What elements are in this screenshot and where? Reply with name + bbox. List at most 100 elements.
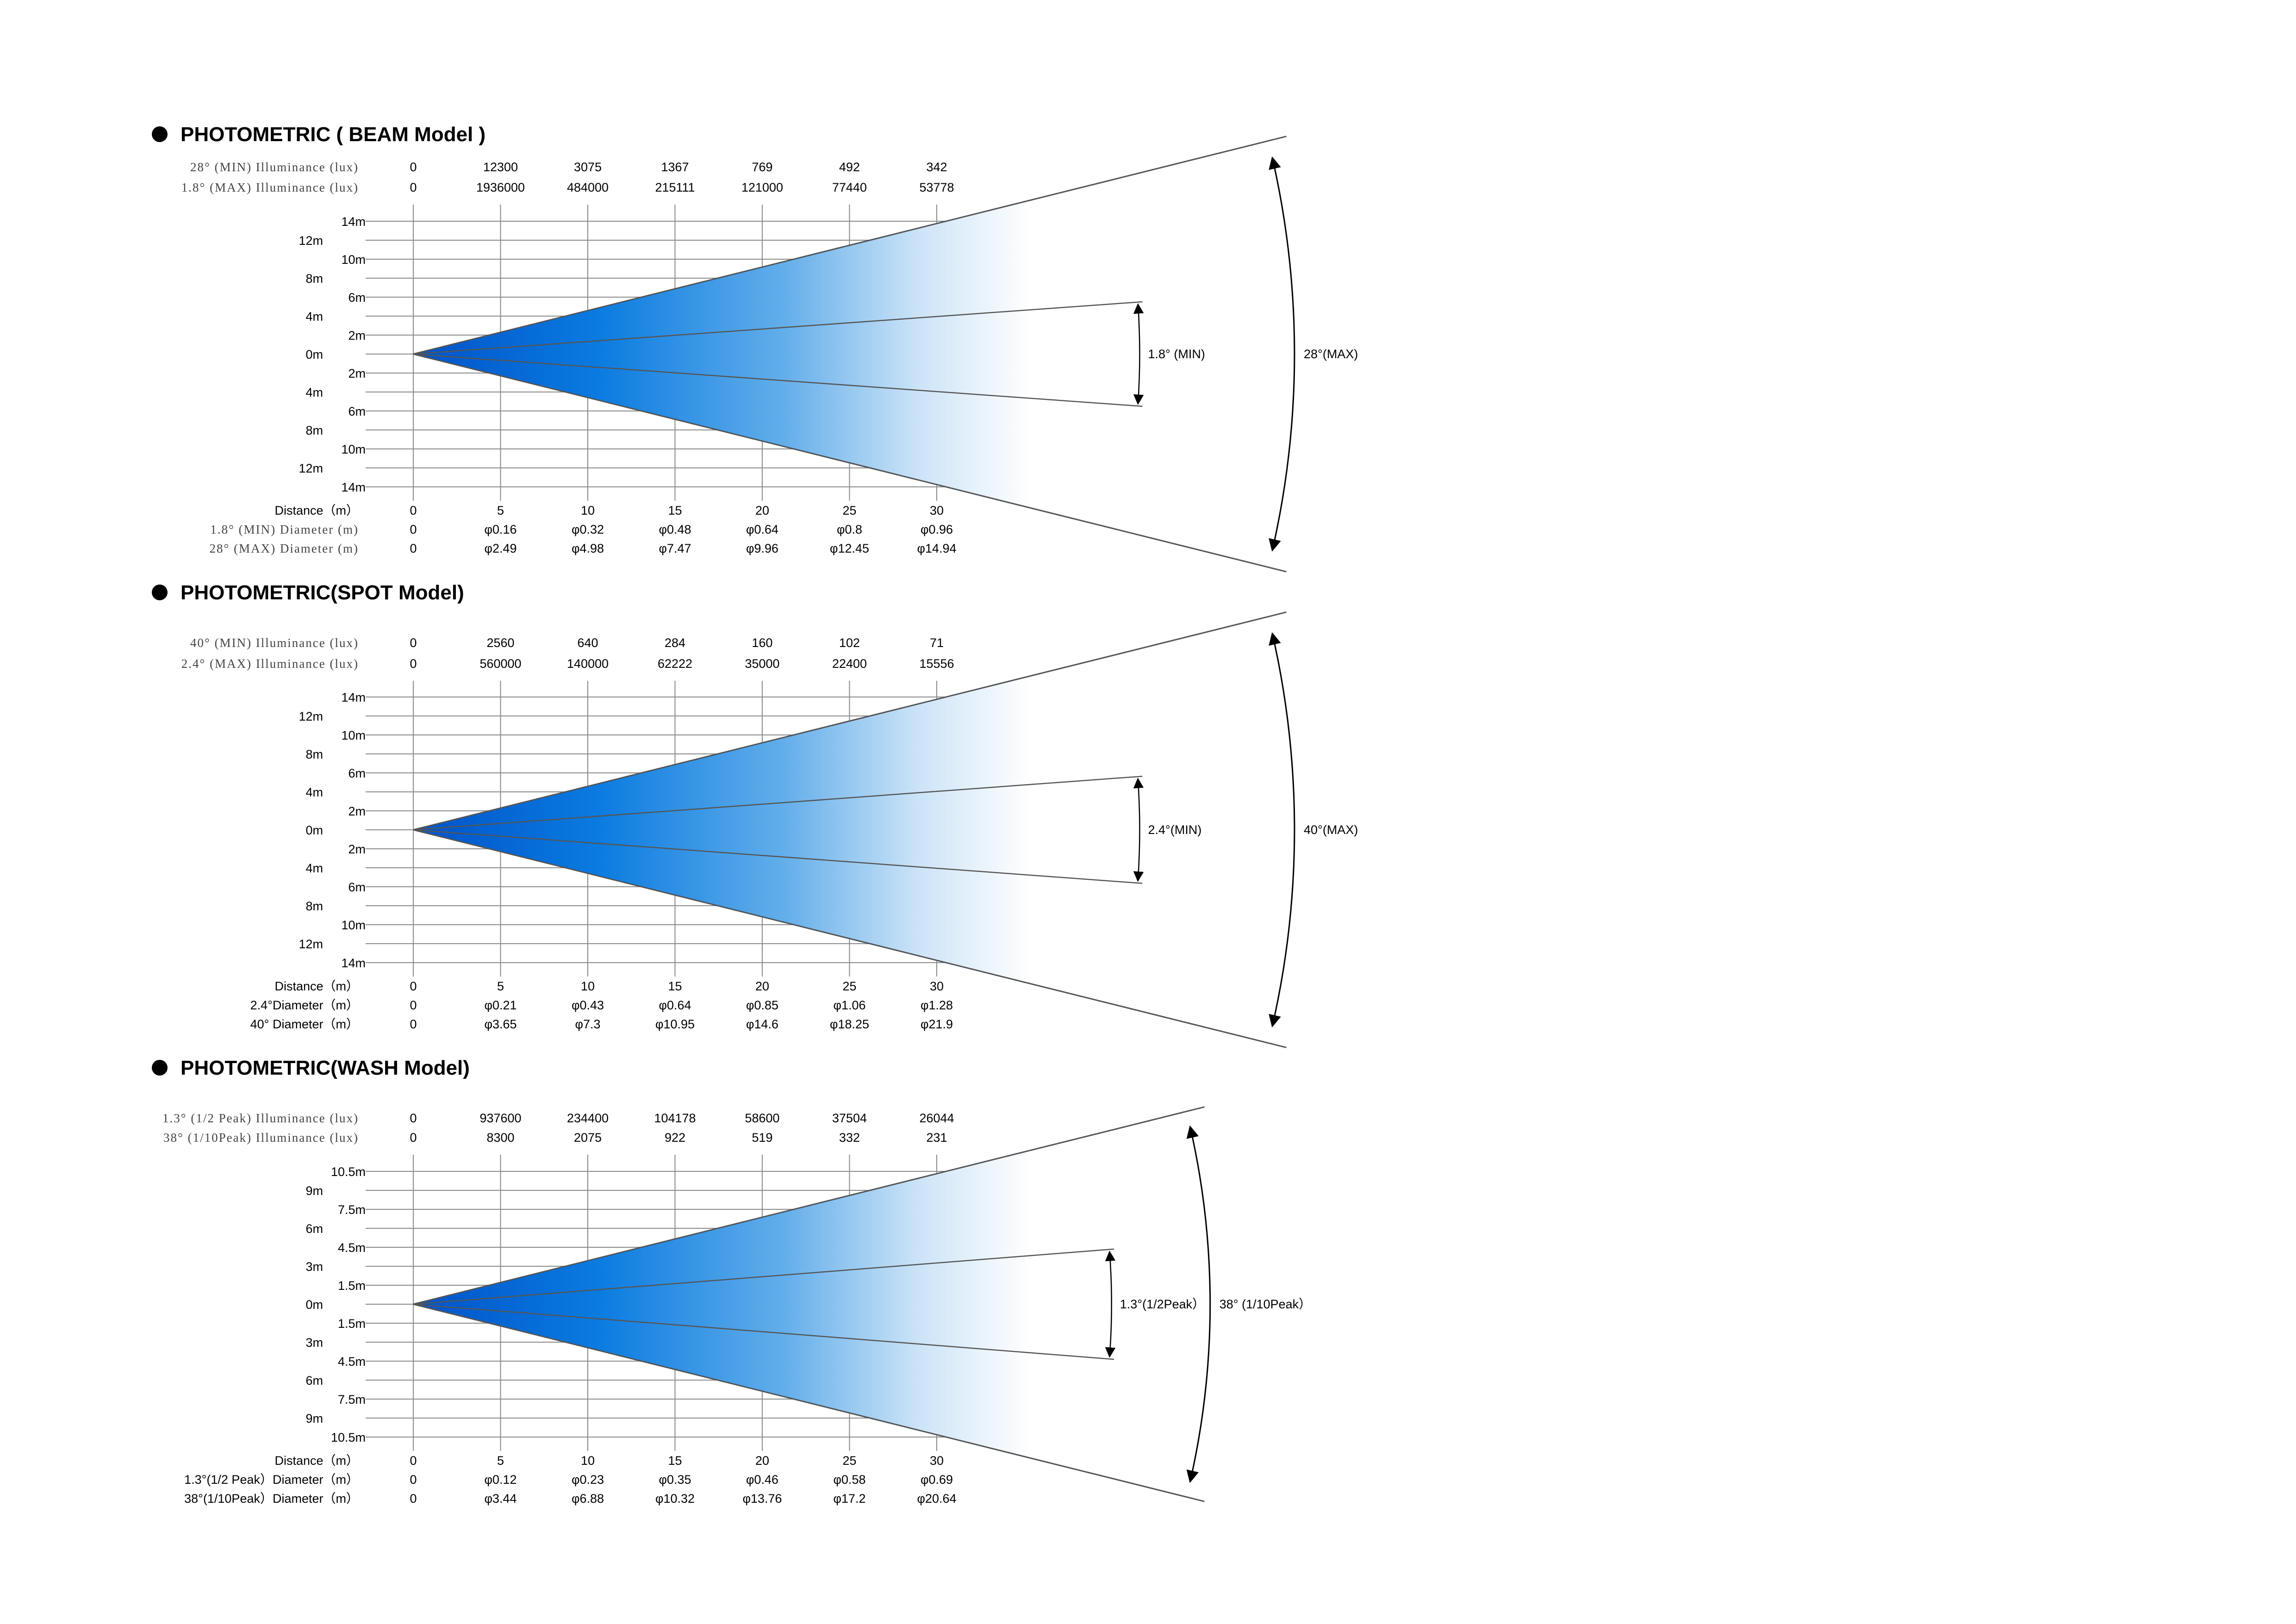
illuminance-value: 121000	[741, 180, 783, 194]
y-tick-label: 7.5m	[338, 1203, 366, 1217]
illuminance-value: 0	[410, 657, 417, 671]
y-tick-label: 12m	[299, 937, 323, 951]
illuminance-value: 922	[665, 1131, 685, 1145]
illuminance-value: 937600	[479, 1111, 521, 1125]
y-tick-label: 12m	[299, 461, 323, 475]
y-tick-label: 8m	[305, 423, 323, 437]
distance-value: 0	[410, 1454, 417, 1468]
diameter-value: φ0.46	[746, 1473, 778, 1487]
distance-label: Distance（m）	[274, 979, 359, 993]
diameter-label: 1.8° (MIN) Diameter (m)	[210, 523, 359, 536]
diameter-value: φ0.64	[659, 998, 691, 1012]
diameter-value: φ17.2	[833, 1492, 865, 1506]
y-tick-label: 3m	[305, 1260, 323, 1274]
y-tick-label: 6m	[348, 291, 366, 305]
illuminance-value: 0	[410, 636, 417, 650]
diameter-label: 2.4°Diameter（m）	[250, 998, 359, 1012]
distance-value: 5	[497, 979, 504, 993]
diameter-value: φ2.49	[484, 541, 516, 555]
distance-value: 5	[497, 1454, 504, 1468]
illuminance-label: 2.4° (MAX) Illuminance (lux)	[181, 657, 359, 671]
diameter-label: 38°(1/10Peak）Diameter（m）	[184, 1492, 359, 1506]
outer-beam-edge	[413, 829, 1287, 1048]
diameter-value: φ13.76	[742, 1492, 782, 1506]
illuminance-value: 160	[752, 636, 772, 650]
chart-title: PHOTOMETRIC(WASH Model)	[180, 1057, 470, 1079]
diameter-label: 28° (MAX) Diameter (m)	[210, 541, 359, 555]
diameter-value: φ0.85	[746, 998, 778, 1012]
distance-value: 25	[842, 1454, 856, 1468]
diameter-value: 0	[410, 998, 417, 1012]
y-tick-label: 3m	[305, 1336, 323, 1350]
y-tick-label: 12m	[299, 709, 323, 723]
diameter-value: φ20.64	[917, 1492, 956, 1506]
illuminance-value: 12300	[483, 160, 518, 174]
y-tick-label: 14m	[341, 956, 366, 970]
distance-value: 5	[497, 504, 504, 517]
y-tick-label: 8m	[305, 899, 323, 913]
illuminance-value: 769	[752, 160, 772, 174]
diameter-value: φ3.65	[484, 1017, 516, 1031]
y-tick-label: 2m	[348, 804, 366, 818]
title-bullet-icon	[152, 585, 168, 600]
diameter-value: φ21.9	[921, 1017, 953, 1031]
y-tick-label: 0m	[305, 348, 323, 361]
diameter-value: 0	[410, 1017, 417, 1031]
outer-beam-edge	[413, 1106, 1205, 1305]
title-bullet-icon	[152, 1060, 168, 1076]
diameter-value: φ1.28	[921, 998, 953, 1012]
illuminance-value: 0	[410, 1131, 417, 1145]
y-tick-label: 6m	[348, 404, 366, 418]
illuminance-value: 2075	[574, 1131, 602, 1145]
outer-beam-edge	[413, 611, 1287, 831]
inner-beam-edge	[413, 1248, 1114, 1305]
illuminance-value: 215111	[655, 180, 695, 194]
distance-value: 15	[668, 504, 682, 517]
illuminance-label: 28° (MIN) Illuminance (lux)	[190, 160, 359, 174]
illuminance-value: 8300	[486, 1131, 514, 1145]
diameter-value: φ10.95	[655, 1017, 695, 1031]
inner-angle-label: 1.3°(1/2Peak）	[1120, 1297, 1205, 1311]
inner-beam-edge	[413, 301, 1143, 355]
illuminance-value: 0	[410, 160, 417, 174]
illuminance-value: 2560	[486, 636, 514, 650]
illuminance-value: 332	[839, 1131, 860, 1145]
distance-value: 0	[410, 504, 417, 517]
y-tick-label: 9m	[305, 1412, 323, 1425]
diameter-value: φ0.12	[484, 1473, 516, 1487]
illuminance-value: 1936000	[476, 180, 525, 194]
y-tick-label: 4m	[305, 785, 323, 799]
illuminance-value: 77440	[832, 180, 867, 194]
illuminance-value: 284	[665, 636, 685, 650]
title-bullet-icon	[152, 126, 168, 142]
illuminance-value: 71	[930, 636, 944, 650]
distance-value: 20	[755, 979, 769, 993]
illuminance-value: 560000	[479, 657, 521, 671]
beam-cone	[413, 1150, 1031, 1458]
illuminance-value: 484000	[567, 180, 609, 194]
y-tick-label: 14m	[341, 480, 366, 494]
y-tick-label: 4m	[305, 310, 323, 324]
chart-1: PHOTOMETRIC ( BEAM Model ) 28° (MIN) Illu…	[152, 123, 1358, 572]
outer-beam-edge	[413, 1303, 1205, 1502]
illuminance-value: 0	[410, 1111, 417, 1125]
illuminance-value: 342	[926, 160, 947, 174]
outer-beam-edge	[413, 353, 1287, 572]
diameter-value: φ0.96	[921, 523, 953, 536]
y-tick-label: 1.5m	[338, 1317, 366, 1331]
y-tick-label: 2m	[348, 367, 366, 380]
illuminance-value: 519	[752, 1131, 772, 1145]
diameter-value: 0	[410, 523, 417, 536]
illuminance-value: 1367	[661, 160, 689, 174]
illuminance-value: 640	[577, 636, 598, 650]
inner-angle-arc	[1133, 303, 1144, 405]
illuminance-value: 53778	[919, 180, 954, 194]
y-tick-label: 0m	[305, 1298, 323, 1312]
illuminance-value: 62222	[658, 657, 692, 671]
y-tick-label: 6m	[305, 1222, 323, 1236]
y-tick-label: 10m	[341, 918, 366, 932]
y-tick-label: 6m	[348, 766, 366, 780]
diameter-value: φ0.23	[572, 1473, 604, 1487]
diameter-value: φ0.58	[833, 1473, 865, 1487]
